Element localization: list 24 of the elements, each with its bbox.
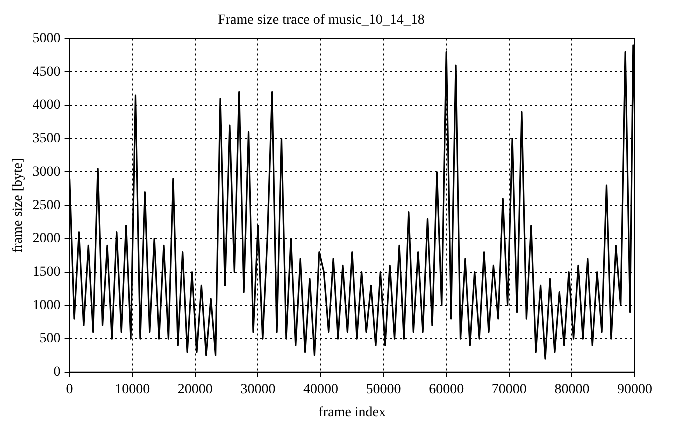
x-tick-label: 60000	[429, 382, 464, 398]
x-tick-label: 30000	[240, 382, 276, 398]
y-tick-label: 2500	[32, 198, 61, 214]
x-tick-label: 0	[66, 382, 74, 398]
x-tick-label: 20000	[178, 382, 213, 398]
y-tick-label: 0	[54, 365, 61, 380]
x-tick-label: 10000	[115, 382, 150, 398]
y-tick-label: 5000	[32, 31, 61, 46]
y-tick-label: 500	[40, 332, 61, 347]
x-axis-title: frame index	[318, 405, 386, 420]
y-tick-label: 1000	[32, 298, 61, 314]
y-tick-label: 4500	[32, 64, 61, 80]
x-tick-label: 70000	[492, 382, 527, 398]
x-tick-label: 80000	[554, 382, 590, 398]
y-tick-label: 3500	[32, 132, 61, 147]
y-tick-label: 1500	[32, 264, 61, 280]
x-tick-label: 40000	[304, 382, 338, 398]
y-tick-label: 2000	[32, 232, 61, 247]
y-axis-title: frame size [byte]	[11, 158, 26, 254]
y-tick-label: 4000	[32, 98, 61, 114]
chart-title: Frame size trace of music_10_14_18	[218, 13, 425, 28]
x-tick-label: 50000	[366, 382, 402, 398]
x-tick-label: 90000	[618, 382, 652, 398]
y-tick-label: 3000	[32, 164, 61, 180]
